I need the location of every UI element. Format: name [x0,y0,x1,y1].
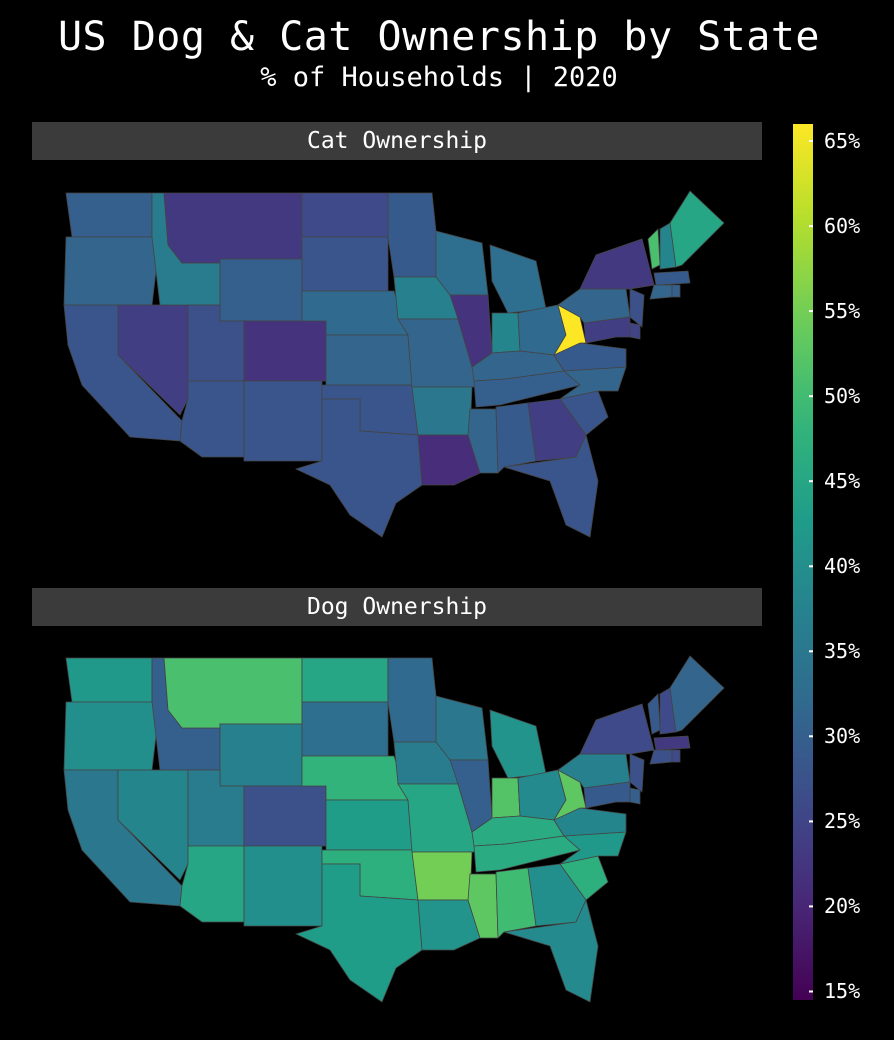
state-wi [435,230,489,296]
colorbar-tick [809,990,813,993]
colorbar-tick [809,565,813,568]
state-mi [489,709,547,779]
cat-ownership-map [63,190,725,538]
colorbar-tick [809,140,813,142]
colorbar-tick [809,480,813,483]
state-ny [579,238,655,290]
state-ks [325,799,413,851]
state-mt [163,192,303,264]
colorbar-tick-label: 50% [824,384,861,409]
state-ks [325,334,413,386]
state-wy [219,258,303,322]
state-mt [163,657,303,729]
state-ct [649,284,673,300]
state-al [495,402,537,474]
colorbar-tick-label: 35% [824,639,861,664]
state-or [63,236,161,306]
colorbar-tick-label: 40% [824,554,861,579]
state-de [629,322,641,340]
colorbar-tick [809,905,813,908]
state-in [491,777,521,819]
dog-ownership-map [63,655,725,1003]
state-wa [65,192,153,238]
state-vt [647,228,661,270]
state-nm [243,845,323,927]
colorbar-tick [809,650,813,653]
colorbar-tick [809,225,813,228]
colorbar-tick-label: 25% [824,809,861,834]
state-fl [503,433,599,538]
state-nj [629,753,645,793]
state-sd [301,236,389,292]
state-ma [653,735,691,751]
state-ri [671,749,681,763]
state-sd [301,701,389,757]
state-co [243,320,327,382]
state-mi [489,244,547,314]
state-me [669,655,725,733]
state-ny [579,703,655,755]
state-ct [649,749,673,765]
state-me [669,190,725,268]
colorbar-tick-label: 45% [824,469,861,494]
state-wa [65,657,153,703]
colorbar-tick-label: 30% [824,724,861,749]
state-ar [411,386,473,436]
state-wy [219,723,303,787]
chart-title: US Dog & Cat Ownership by State [57,14,821,60]
colorbar [793,124,813,1000]
state-md [583,781,631,809]
state-or [63,701,161,771]
colorbar-tick [809,820,813,823]
state-nd [301,192,389,238]
state-la [417,899,481,951]
colorbar-tick [809,310,813,313]
state-wi [435,695,489,761]
colorbar-tick-label: 65% [824,129,861,153]
state-ms [467,873,499,939]
state-az [179,380,245,458]
state-ar [411,851,473,901]
colorbar-tick-label: 55% [824,299,861,324]
state-la [417,434,481,486]
colorbar-gradient [793,124,813,1000]
state-al [495,867,537,939]
state-ma [653,270,691,286]
state-md [583,316,631,344]
colorbar-tick [809,395,813,398]
chart-subtitle: % of Households | 2020 [260,62,618,93]
state-az [179,845,245,923]
colorbar-tick-label: 15% [824,979,861,1004]
state-tx [294,863,423,1003]
cat-panel-title: Cat Ownership [32,122,762,160]
state-vt [647,693,661,735]
state-nd [301,657,389,703]
colorbar-tick [809,735,813,738]
state-de [629,787,641,805]
state-ri [671,284,681,298]
colorbar-tick-label: 20% [824,894,861,919]
state-nm [243,380,323,462]
state-co [243,785,327,847]
state-fl [503,898,599,1003]
state-nj [629,288,645,328]
colorbar-tick-label: 60% [824,214,861,239]
state-tx [294,398,423,538]
dog-panel-title: Dog Ownership [32,588,762,626]
state-ms [467,408,499,474]
state-in [491,312,521,354]
